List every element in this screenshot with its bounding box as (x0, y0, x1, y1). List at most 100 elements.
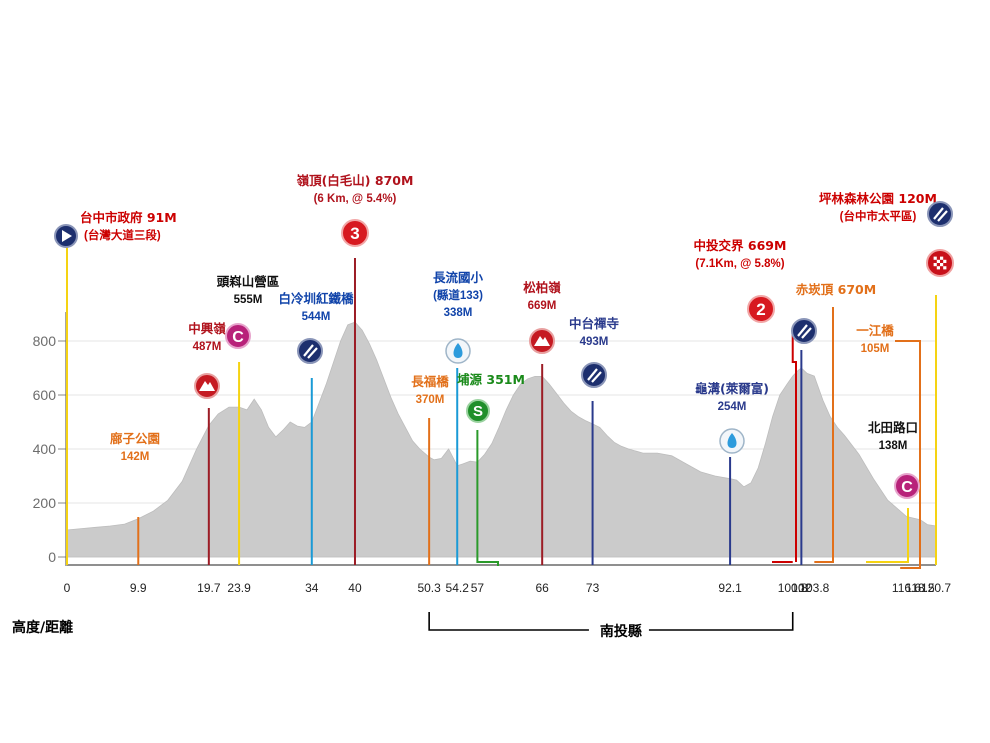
checkered-flag-square (933, 263, 937, 267)
y-tick-label: 200 (33, 495, 57, 511)
x-tick-label: 9.9 (130, 581, 147, 595)
marker-sub: (台灣大道三段) (84, 228, 161, 242)
checkered-flag-icon (926, 249, 954, 277)
x-tick-label: 54.2 (446, 581, 470, 595)
finish-icon-disc (927, 201, 953, 227)
x-tick-label: 19.7 (197, 581, 221, 595)
marker-name: 白冷圳紅鐵橋 (278, 291, 354, 306)
finish-icon (927, 201, 953, 227)
marker-sub: 555M (234, 294, 263, 306)
marker-sub: (6 Km, @ 5.4%) (314, 193, 397, 205)
marker-name: 廍子公園 (110, 431, 160, 446)
sprint-icon-disc (297, 338, 323, 364)
checkpoint-icon-disc (225, 323, 251, 349)
x-tick-label: 34 (305, 581, 319, 595)
sprint-icon-stripe (307, 347, 318, 359)
x-tick-label: 40 (348, 581, 362, 595)
sprint-icon-stripe (303, 344, 314, 357)
checkered-flag-square (936, 259, 940, 263)
x-tick-label: 92.1 (718, 581, 742, 595)
x-tick-label: 100.8 (778, 581, 808, 595)
marker-name: 長福橋 (411, 374, 449, 389)
marker-sub: 669M (528, 300, 557, 312)
marker-lines (66, 232, 937, 569)
y-tick-label: 800 (33, 333, 57, 349)
water-icon (445, 338, 471, 364)
x-tick-label: 50.3 (417, 581, 441, 595)
kom3-icon-number: 3 (350, 224, 359, 243)
profile-area (66, 321, 937, 558)
marker-line (476, 430, 499, 566)
region-label: 南投縣 (600, 623, 642, 640)
checkered-flag-square (940, 256, 944, 260)
marker-sub: 254M (718, 401, 747, 413)
marker-name: 中台禪寺 (569, 316, 620, 331)
x-tick-label: 0 (64, 581, 71, 595)
kom2-icon-disc (747, 295, 775, 323)
marker-sub: 138M (879, 440, 908, 452)
region-label-bg (588, 620, 649, 642)
marker-sub: 370M (416, 394, 445, 406)
elevation-profile (66, 321, 937, 566)
water-icon-drop (727, 433, 737, 448)
sprint-icon-disc (581, 362, 607, 388)
supply-icon-letter: S (473, 403, 483, 420)
marker-name: 北田路口 (868, 420, 918, 435)
marker-sub: 142M (121, 451, 150, 463)
sprint-icon-disc (791, 318, 817, 344)
kom3-icon-disc (341, 219, 369, 247)
checkpoint-icon-letter: C (232, 329, 244, 346)
water-icon-drop (453, 343, 463, 358)
marker-name: 長流國小 (433, 270, 484, 285)
marker-name: 赤崁頂 670M (796, 282, 876, 297)
marker-name: 一江橋 (856, 323, 894, 338)
marker-sub: 493M (580, 336, 609, 348)
marker-sub: (台中市太平區) (840, 209, 917, 223)
water-icon (719, 428, 745, 454)
kom2-icon-number: 2 (756, 300, 765, 319)
supply-icon-disc (466, 399, 490, 423)
x-tick-label: 103.8 (799, 581, 829, 595)
finish-icon-stripe (933, 207, 944, 220)
x-tick-label: 23.9 (227, 581, 251, 595)
y-tick-label: 600 (33, 387, 57, 403)
mountain-icon-peak (199, 381, 215, 391)
marker-name: 嶺頂(白毛山) 870M (296, 173, 414, 188)
marker-line (866, 508, 909, 563)
marker-elev: 338M (444, 307, 473, 319)
x-tick-label: 66 (535, 581, 549, 595)
mountain-icon (194, 373, 220, 399)
supply-icon: S (466, 399, 490, 423)
mountain-icon-peak (534, 336, 550, 346)
kom2-icon: 2 (747, 295, 775, 323)
checkpoint-icon-letter: C (901, 479, 913, 496)
mountain-icon (529, 328, 555, 354)
marker-labels: 台中市政府 91M (台灣大道三段) 廍子公園 142M 中興嶺 487M 頭嵙山營區 555… (80, 173, 937, 463)
marker-name: 頭嵙山營區 (217, 274, 280, 289)
marker-sub: 105M (861, 343, 890, 355)
marker-name: 龜溝(萊爾富) (695, 381, 769, 396)
x-tick-label: 73 (586, 581, 600, 595)
checkpoint-icon: C (225, 323, 251, 349)
marker-sub: 487M (193, 341, 222, 353)
marker-line (772, 332, 797, 563)
x-axis-ticks: 0 9.9 19.7 23.9 34 40 50.3 54.2 57 66 73 92.1 100.81… (64, 581, 952, 595)
marker-name: 中投交界 669M (694, 238, 787, 253)
y-axis-ticks: 0 200 400 600 800 (33, 312, 67, 566)
sprint-icon-stripe (587, 368, 598, 381)
marker-name: 松柏嶺 (523, 280, 561, 295)
start-icon-arrow (62, 230, 72, 242)
checkpoint-icon-disc (894, 473, 920, 499)
marker-name: 台中市政府 91M (80, 210, 177, 225)
sprint-icon-stripe (591, 371, 602, 383)
marker-line (814, 307, 834, 563)
marker-icons: C 3 S 2 C (54, 201, 954, 499)
x-tick-label: 57 (471, 581, 485, 595)
marker-name: 埔源 351M (457, 372, 525, 387)
checkered-flag-square (940, 263, 944, 267)
checkered-flag-square (943, 259, 947, 263)
corner-label: 高度/距離 (12, 619, 73, 636)
marker-sub: 544M (302, 311, 331, 323)
checkered-flag-square (936, 266, 940, 270)
